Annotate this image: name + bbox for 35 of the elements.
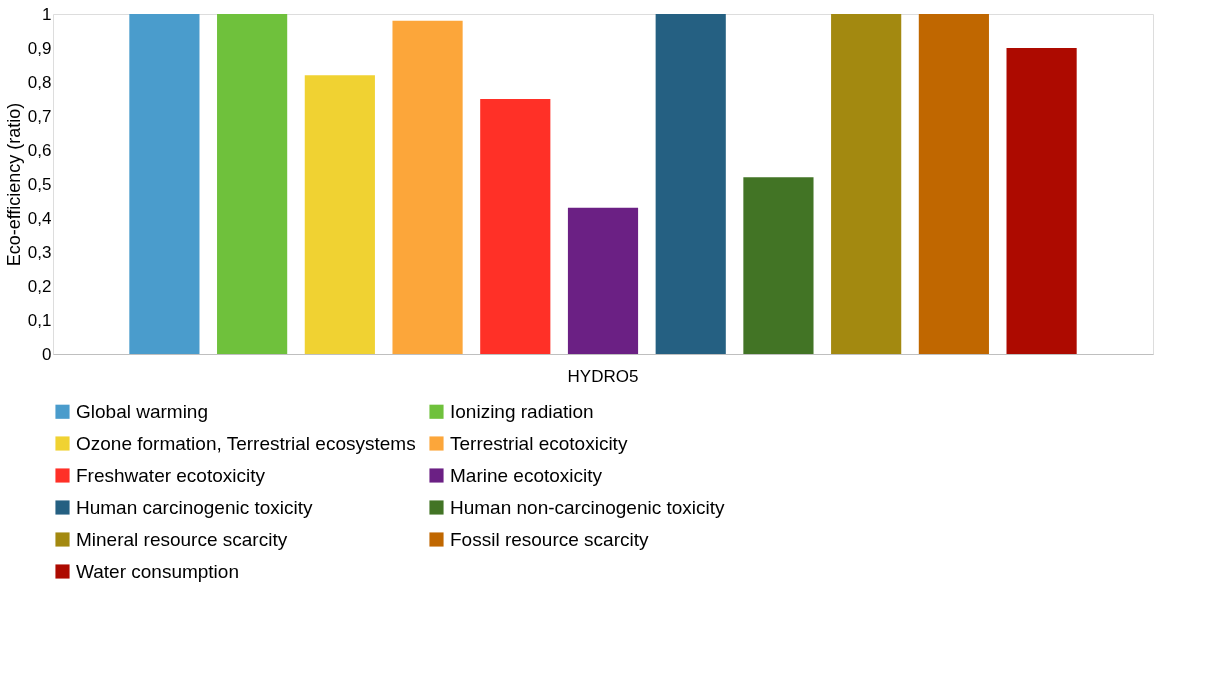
y-tick-label: 0,9 [27, 38, 52, 58]
legend-label: Fossil resource scarcity [450, 528, 649, 550]
bar [831, 14, 902, 354]
bar [129, 14, 200, 354]
bar [743, 177, 814, 354]
legend-label: Global warming [76, 400, 208, 422]
y-tick-label: 0 [42, 344, 52, 364]
y-tick-label: 0,4 [27, 208, 52, 228]
y-tick-label: 0,3 [27, 242, 52, 262]
legend-label: Water consumption [76, 560, 239, 582]
bar [1006, 48, 1077, 354]
bar [392, 20, 463, 354]
legend-label: Mineral resource scarcity [76, 528, 288, 550]
legend-label: Ozone formation, Terrestrial ecosystems [76, 432, 416, 454]
y-tick-label: 0,6 [27, 140, 52, 160]
y-axis-title: Eco-efficiency (ratio) [3, 102, 24, 267]
bar [918, 14, 989, 354]
bar [217, 14, 288, 354]
legend-label: Marine ecotoxicity [450, 464, 603, 486]
bar [304, 75, 375, 354]
legend-label: Human non-carcinogenic toxicity [450, 496, 726, 518]
legend-label: Ionizing radiation [450, 400, 594, 422]
y-tick-label: 0,8 [27, 72, 52, 92]
legend-label: Terrestrial ecotoxicity [450, 432, 628, 454]
bar [567, 207, 639, 354]
y-tick-label: 1 [42, 4, 52, 24]
y-tick-label: 0,1 [27, 310, 52, 330]
bar [655, 14, 726, 354]
legend-label: Human carcinogenic toxicity [76, 496, 314, 518]
y-tick-label: 0,2 [27, 276, 52, 296]
legend-label: Freshwater ecotoxicity [76, 464, 266, 486]
x-tick-label: HYDRO5 [567, 366, 639, 386]
y-tick-label: 0,5 [27, 174, 52, 194]
y-tick-label: 0,7 [27, 106, 52, 126]
bar [480, 99, 551, 354]
